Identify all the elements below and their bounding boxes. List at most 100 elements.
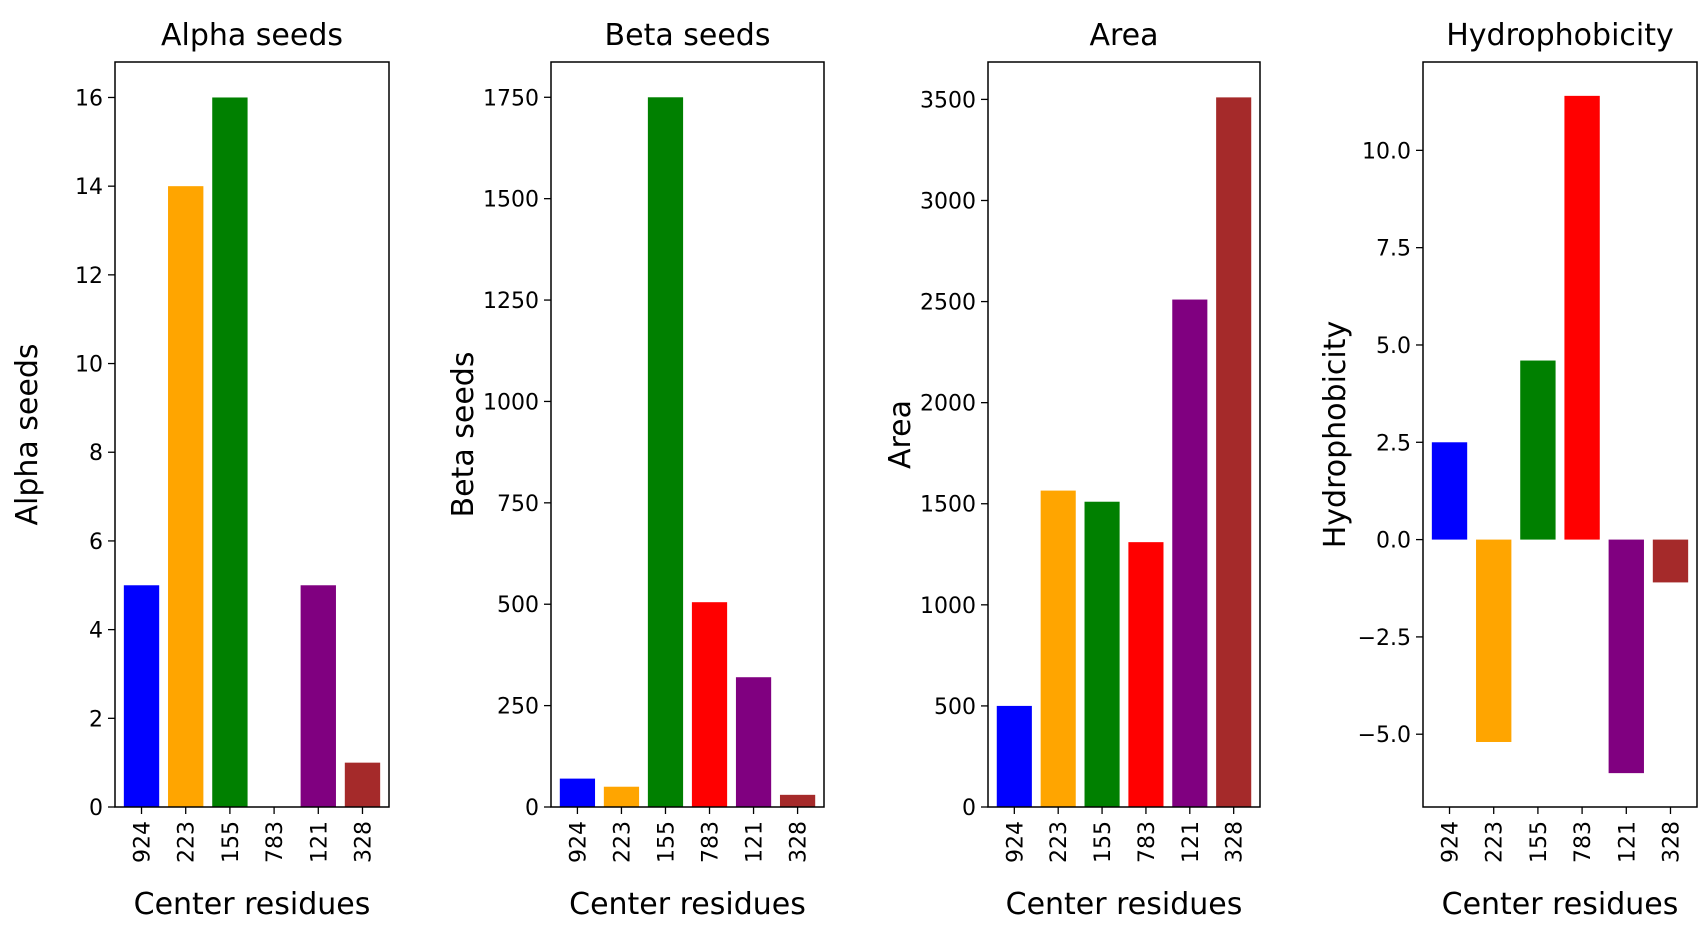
y-tick-label: 0.0 [1376,529,1411,554]
chart-panel-2: 0 500 1000 1500 2000 2500 3000 3500 924 223 155 783… [883,18,1261,922]
bar-328 [1652,539,1689,583]
x-tick-label: 783 [1571,821,1596,863]
bar-924 [123,585,160,807]
y-tick-label: −2.5 [1358,626,1411,651]
x-tick-label: 223 [1047,821,1072,863]
y-tick-label: 1000 [920,594,976,619]
bar-155 [647,97,684,807]
bar-924 [996,705,1032,807]
x-tick-label: 328 [1659,821,1684,863]
x-tick-label: 924 [131,821,156,863]
x-tick-label: 924 [1439,821,1464,863]
y-tick-label: 250 [497,695,539,720]
y-axis-label: Alpha seeds [10,343,45,525]
x-tick-label: 155 [219,821,244,863]
y-tick-label: 3000 [920,189,976,214]
x-tick-label: 783 [699,821,724,863]
bar-223 [1476,539,1512,742]
x-tick-label: 155 [1527,821,1552,863]
axes-frame [550,61,825,808]
y-tick-label: 500 [934,695,976,720]
y-axis-label: Beta seeds [446,352,481,518]
bar-924 [1431,442,1468,540]
chart-title: Hydrophobicity [1446,18,1674,53]
bar-223 [1040,490,1076,807]
bar-121 [300,585,336,807]
bar-223 [168,186,204,808]
bar-328 [1216,97,1252,807]
y-tick-label: 6 [89,530,103,555]
y-tick-label: 1000 [483,390,539,415]
bar-328 [779,794,816,807]
x-axis-label: Center residues [134,887,371,922]
x-tick-label: 783 [263,821,288,863]
bar-121 [1608,539,1644,774]
x-axis-label: Center residues [1006,887,1243,922]
y-tick-label: 14 [75,175,103,200]
bar-328 [344,762,381,807]
y-tick-label: 0 [89,796,103,821]
x-tick-label: 328 [787,821,812,863]
y-tick-label: 2500 [920,291,976,316]
y-tick-label: 12 [75,264,103,289]
bar-155 [1520,360,1556,540]
y-tick-label: 2000 [920,392,976,417]
chart-title: Area [1089,18,1158,53]
x-tick-label: 783 [1135,821,1160,863]
y-tick-label: 5.0 [1376,334,1411,359]
y-tick-label: 7.5 [1376,237,1411,262]
x-tick-label: 121 [743,821,768,863]
x-tick-label: 155 [654,821,679,863]
y-tick-label: 3500 [920,88,976,113]
y-tick-label: 10 [75,353,103,378]
y-tick-label: 8 [89,441,103,466]
y-tick-label: −5.0 [1358,723,1411,748]
x-tick-label: 223 [610,821,635,863]
x-tick-label: 223 [175,821,200,863]
x-tick-label: 121 [1179,821,1204,863]
axes-frame [114,61,390,808]
chart-panel-1: 0 250 500 750 1000 1250 1500 1750 924 223 155 783 12… [446,18,825,922]
bar-155 [1084,501,1120,807]
x-tick-label: 328 [351,821,376,863]
bar-155 [212,97,248,808]
x-axis-label: Center residues [1442,887,1679,922]
y-axis-label: Area [883,400,918,469]
y-tick-label: 2.5 [1376,431,1411,456]
y-tick-label: 10.0 [1362,139,1411,164]
axes-frame [1422,61,1698,808]
bar-783 [1128,542,1164,807]
x-tick-label: 328 [1223,821,1248,863]
y-tick-label: 500 [497,593,539,618]
y-tick-label: 4 [89,619,103,644]
x-tick-label: 924 [1003,821,1028,863]
y-tick-label: 750 [497,492,539,517]
axes-frame [987,61,1261,808]
x-tick-label: 155 [1091,821,1116,863]
bar-783 [691,602,728,807]
y-axis-label: Hydrophobicity [1318,321,1353,549]
x-tick-label: 121 [307,821,332,863]
bar-121 [735,677,772,807]
chart-panel-3: −5.0 −2.5 0.0 2.5 5.0 7.5 10.0 924 223 155 783 121 3… [1318,18,1698,922]
x-tick-label: 223 [1483,821,1508,863]
chart-title: Alpha seeds [161,18,343,53]
bar-121 [1172,299,1208,807]
chart-panel-0: 0 2 4 6 8 10 12 14 16 924 223 155 783 121 328 Alpha see… [10,18,390,922]
chart-title: Beta seeds [605,18,771,53]
y-tick-label: 16 [75,86,103,111]
y-tick-label: 1500 [483,188,539,213]
y-tick-label: 0 [962,796,976,821]
chart-panels: 0 2 4 6 8 10 12 14 16 924 223 155 783 121 328 Alpha see… [10,18,1698,922]
x-tick-label: 924 [566,821,591,863]
y-tick-label: 0 [525,796,539,821]
y-tick-label: 2 [89,707,103,732]
bar-783 [1564,95,1600,540]
bar-223 [603,786,640,807]
y-tick-label: 1750 [483,86,539,111]
x-axis-label: Center residues [569,887,806,922]
y-tick-label: 1250 [483,289,539,314]
x-tick-label: 121 [1615,821,1640,863]
bar-924 [559,778,596,807]
